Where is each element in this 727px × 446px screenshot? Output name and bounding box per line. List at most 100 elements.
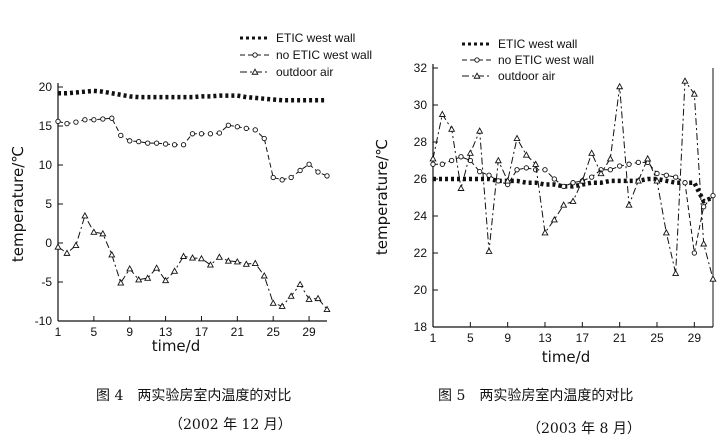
chart1-series-2 xyxy=(55,115,330,183)
chart1-x-tick-label: 29 xyxy=(302,325,316,339)
chart2-series-3-point xyxy=(588,149,596,156)
chart1-series-3-point xyxy=(90,228,98,235)
chart1-series-2-point xyxy=(225,122,232,128)
chart2-series-3-point xyxy=(532,160,540,167)
chart1-y-tick-label: 15 xyxy=(39,119,53,133)
chart1-legend-marker xyxy=(251,68,259,75)
chart2-series-2-point xyxy=(514,167,520,173)
chart2-series-2-point xyxy=(449,157,455,164)
chart2-series-2-point xyxy=(701,204,707,210)
chart2-series-2-point xyxy=(486,172,492,178)
chart1-series-2-point xyxy=(162,141,169,147)
chart2-series-3-point xyxy=(429,154,437,162)
chart2-series-3-point xyxy=(644,154,652,162)
chart2-series-3-point xyxy=(485,247,493,254)
chart1-caption-line2: （2002 年 12 月） xyxy=(169,417,292,433)
chart1-series-3-point xyxy=(251,259,259,266)
chart2-series-2-point xyxy=(495,178,501,184)
chart1-series-2-point xyxy=(315,169,321,175)
chart1-series-2-point xyxy=(297,167,303,174)
chart2-series-3-point xyxy=(653,177,661,184)
chart1-series-3-point xyxy=(81,211,89,219)
chart2-series-2-point xyxy=(607,167,613,173)
chart1-legend-label: ETIC west wall xyxy=(276,31,355,45)
chart1-x-tick-label: 17 xyxy=(195,325,209,339)
chart2-series-2-point xyxy=(673,174,679,180)
chart1-series-3-point xyxy=(135,275,143,283)
chart1-y-tick-label: 20 xyxy=(39,80,53,94)
chart2-series-2-point xyxy=(551,176,557,182)
chart1-y-tick-label: 10 xyxy=(39,158,53,172)
chart2-x-tick-label: 5 xyxy=(467,331,474,345)
chart2-series-3-point xyxy=(476,127,484,134)
chart2-legend-label: no ETIC west wall xyxy=(498,53,594,67)
chart2-series-2-point xyxy=(533,167,539,173)
chart1-series-2-point xyxy=(180,142,187,148)
chart2-y-tick-label: 30 xyxy=(414,98,428,112)
chart1-y-tick-label: -5 xyxy=(41,275,52,289)
chart1-series-2-point xyxy=(55,118,61,124)
chart2-series-2-point xyxy=(561,183,567,190)
chart2-series-2-point xyxy=(691,250,697,256)
chart2-series-2-point xyxy=(542,167,548,173)
chart1-series-3-point xyxy=(197,254,206,262)
chart1-series-3-line xyxy=(57,214,328,310)
chart1-series-2-point xyxy=(153,140,160,146)
chart2-series-3-point xyxy=(634,177,642,184)
chart1-series-3-point xyxy=(215,253,223,260)
chart1-x-tick-label: 21 xyxy=(231,325,245,339)
chart2-series-2-point xyxy=(458,154,464,160)
chart1-x-tick-label: 25 xyxy=(267,325,281,339)
chart1-legend-label: outdoor air xyxy=(276,65,333,79)
chart1-series-2-point xyxy=(118,132,124,139)
chart2-x-tick-label: 1 xyxy=(430,331,437,345)
chart2-series-2-point xyxy=(570,180,576,186)
chart2-series-3-point xyxy=(550,215,558,223)
chart2-series-3-point xyxy=(672,269,680,277)
chart1-series-2-point xyxy=(100,116,106,122)
chart1-series-2-point xyxy=(306,161,312,167)
chart1-series-3-point xyxy=(54,243,62,250)
chart2-series-3-point xyxy=(494,156,502,164)
chart1-series-2-point xyxy=(270,174,276,181)
chart2-caption-line1: 图 5 两实验房室内温度的对比 xyxy=(438,388,634,404)
chart2-legend-marker xyxy=(473,72,481,79)
chart2-x-tick-label: 21 xyxy=(613,331,627,345)
chart2-x-tick-label: 25 xyxy=(650,331,664,345)
chart1-series-3 xyxy=(54,211,331,312)
chart1-series-3-point xyxy=(278,302,286,309)
chart2-y-tick-label: 22 xyxy=(414,246,428,260)
chart1-series-2-point xyxy=(145,140,151,146)
chart1-series-2-point xyxy=(64,121,70,127)
chart1-x-axis-title: time/d xyxy=(152,337,200,355)
chart2-series-3-point xyxy=(700,240,708,247)
chart1-series-3-point xyxy=(242,260,250,267)
chart2-series-1-line xyxy=(433,176,714,205)
chart1-series-3-point xyxy=(162,276,170,284)
chart1-series-2-point xyxy=(109,115,115,121)
chart2-series-2-point xyxy=(626,161,632,167)
chart2-series-3-point xyxy=(616,82,624,90)
chart2-series-3-point xyxy=(625,201,633,208)
chart1-y-tick-label: 0 xyxy=(45,236,52,250)
chart2-series-3-point xyxy=(457,184,465,191)
chart2-series-2-point xyxy=(617,163,623,169)
chart2-y-tick-label: 32 xyxy=(414,61,428,75)
chart1-series-3-point xyxy=(63,249,71,256)
chart1-series-2-point xyxy=(279,177,285,183)
chart1-series-3-point xyxy=(233,257,241,265)
chart2-series-3-point xyxy=(504,177,512,184)
chart2-series-2 xyxy=(430,154,716,256)
chart2-x-tick-label: 9 xyxy=(504,331,511,345)
chart1-x-tick-label: 9 xyxy=(126,325,133,339)
chart2-series-2-point xyxy=(710,192,716,199)
chart1-series-2-line xyxy=(57,117,328,181)
chart2-x-tick-label: 13 xyxy=(538,331,552,345)
chart2-series-3-point xyxy=(522,151,530,158)
chart1-series-3-point xyxy=(126,265,134,272)
chart1-series-2-point xyxy=(207,131,214,137)
chart2-x-tick-label: 17 xyxy=(576,331,590,345)
